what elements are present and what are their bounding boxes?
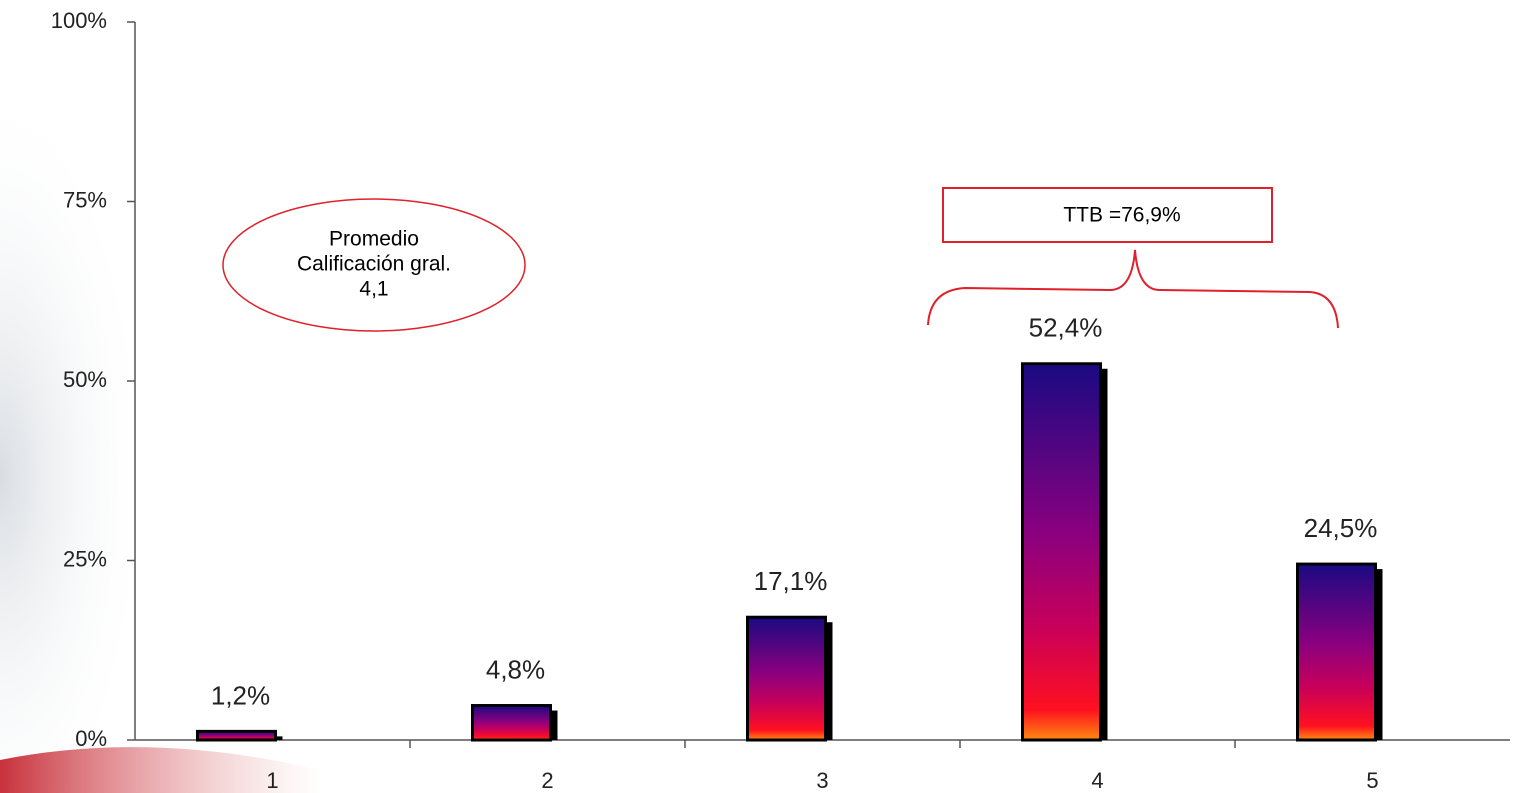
y-tick-label: 50%	[63, 367, 107, 392]
y-tick-label: 75%	[63, 187, 107, 212]
bar	[1296, 562, 1377, 742]
ttb-box	[942, 187, 1273, 243]
ellipse-text: Promedio	[329, 228, 419, 251]
x-tick-label: 5	[1366, 768, 1378, 793]
value-label: 52,4%	[1029, 313, 1103, 343]
ellipse-text: 4,1	[359, 278, 388, 301]
brace	[927, 249, 1339, 329]
background-wave	[0, 747, 320, 793]
x-tick-label: 2	[541, 768, 553, 793]
average-ellipse	[222, 198, 526, 332]
value-label: 24,5%	[1304, 513, 1378, 543]
y-tick-label: 100%	[51, 8, 107, 33]
x-tick-label: 4	[1091, 768, 1103, 793]
background-glow	[0, 0, 300, 793]
bar	[196, 729, 277, 742]
x-tick-label: 1	[266, 768, 278, 793]
y-tick-label: 0%	[75, 726, 107, 751]
value-label: 4,8%	[486, 654, 545, 684]
value-label: 17,1%	[754, 566, 828, 596]
value-label: 1,2%	[211, 680, 270, 710]
ellipse-text: Calificación gral.	[297, 253, 451, 276]
bar	[746, 615, 827, 742]
bar	[1021, 362, 1102, 742]
ttb-text: TTB =76,9%	[1063, 204, 1180, 227]
bar	[471, 704, 552, 742]
x-tick-label: 3	[816, 768, 828, 793]
y-tick-label: 25%	[63, 546, 107, 571]
